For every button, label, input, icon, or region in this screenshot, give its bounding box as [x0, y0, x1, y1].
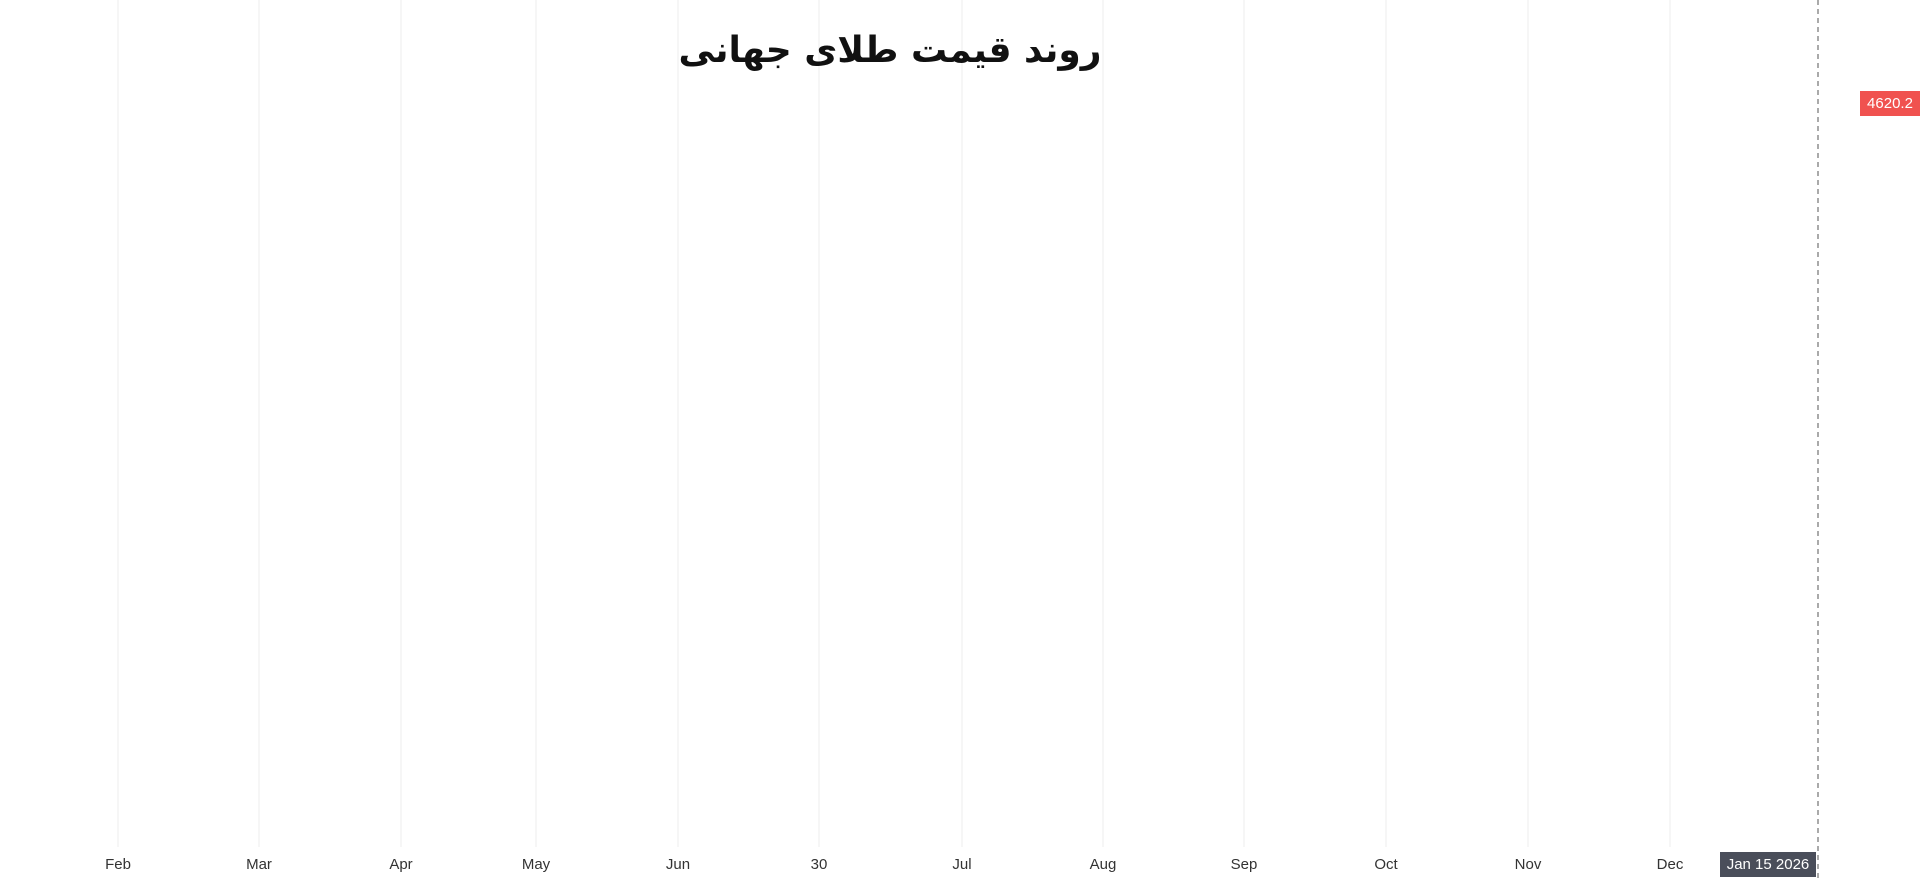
x-tick-label: Aug [1090, 856, 1117, 873]
x-tick-label: Jun [666, 856, 690, 873]
x-tick-label: Dec [1657, 856, 1684, 873]
x-tick-label: Feb [105, 856, 131, 873]
x-tick-label: Sep [1231, 856, 1258, 873]
x-tick-label: May [522, 856, 551, 873]
x-tick-label: Apr [389, 856, 412, 873]
x-tick-label: 30 [811, 856, 828, 873]
crosshair-date-label: Jan 15 2026 [1720, 852, 1816, 877]
last-price-label: 4620.2 [1860, 91, 1920, 116]
x-tick-label: Oct [1374, 856, 1398, 873]
x-tick-label: Nov [1515, 856, 1542, 873]
x-tick-label: Mar [246, 856, 272, 873]
chart-title: روند قیمت طلای جهانی [678, 30, 1102, 71]
x-tick-label: Jul [952, 856, 971, 873]
